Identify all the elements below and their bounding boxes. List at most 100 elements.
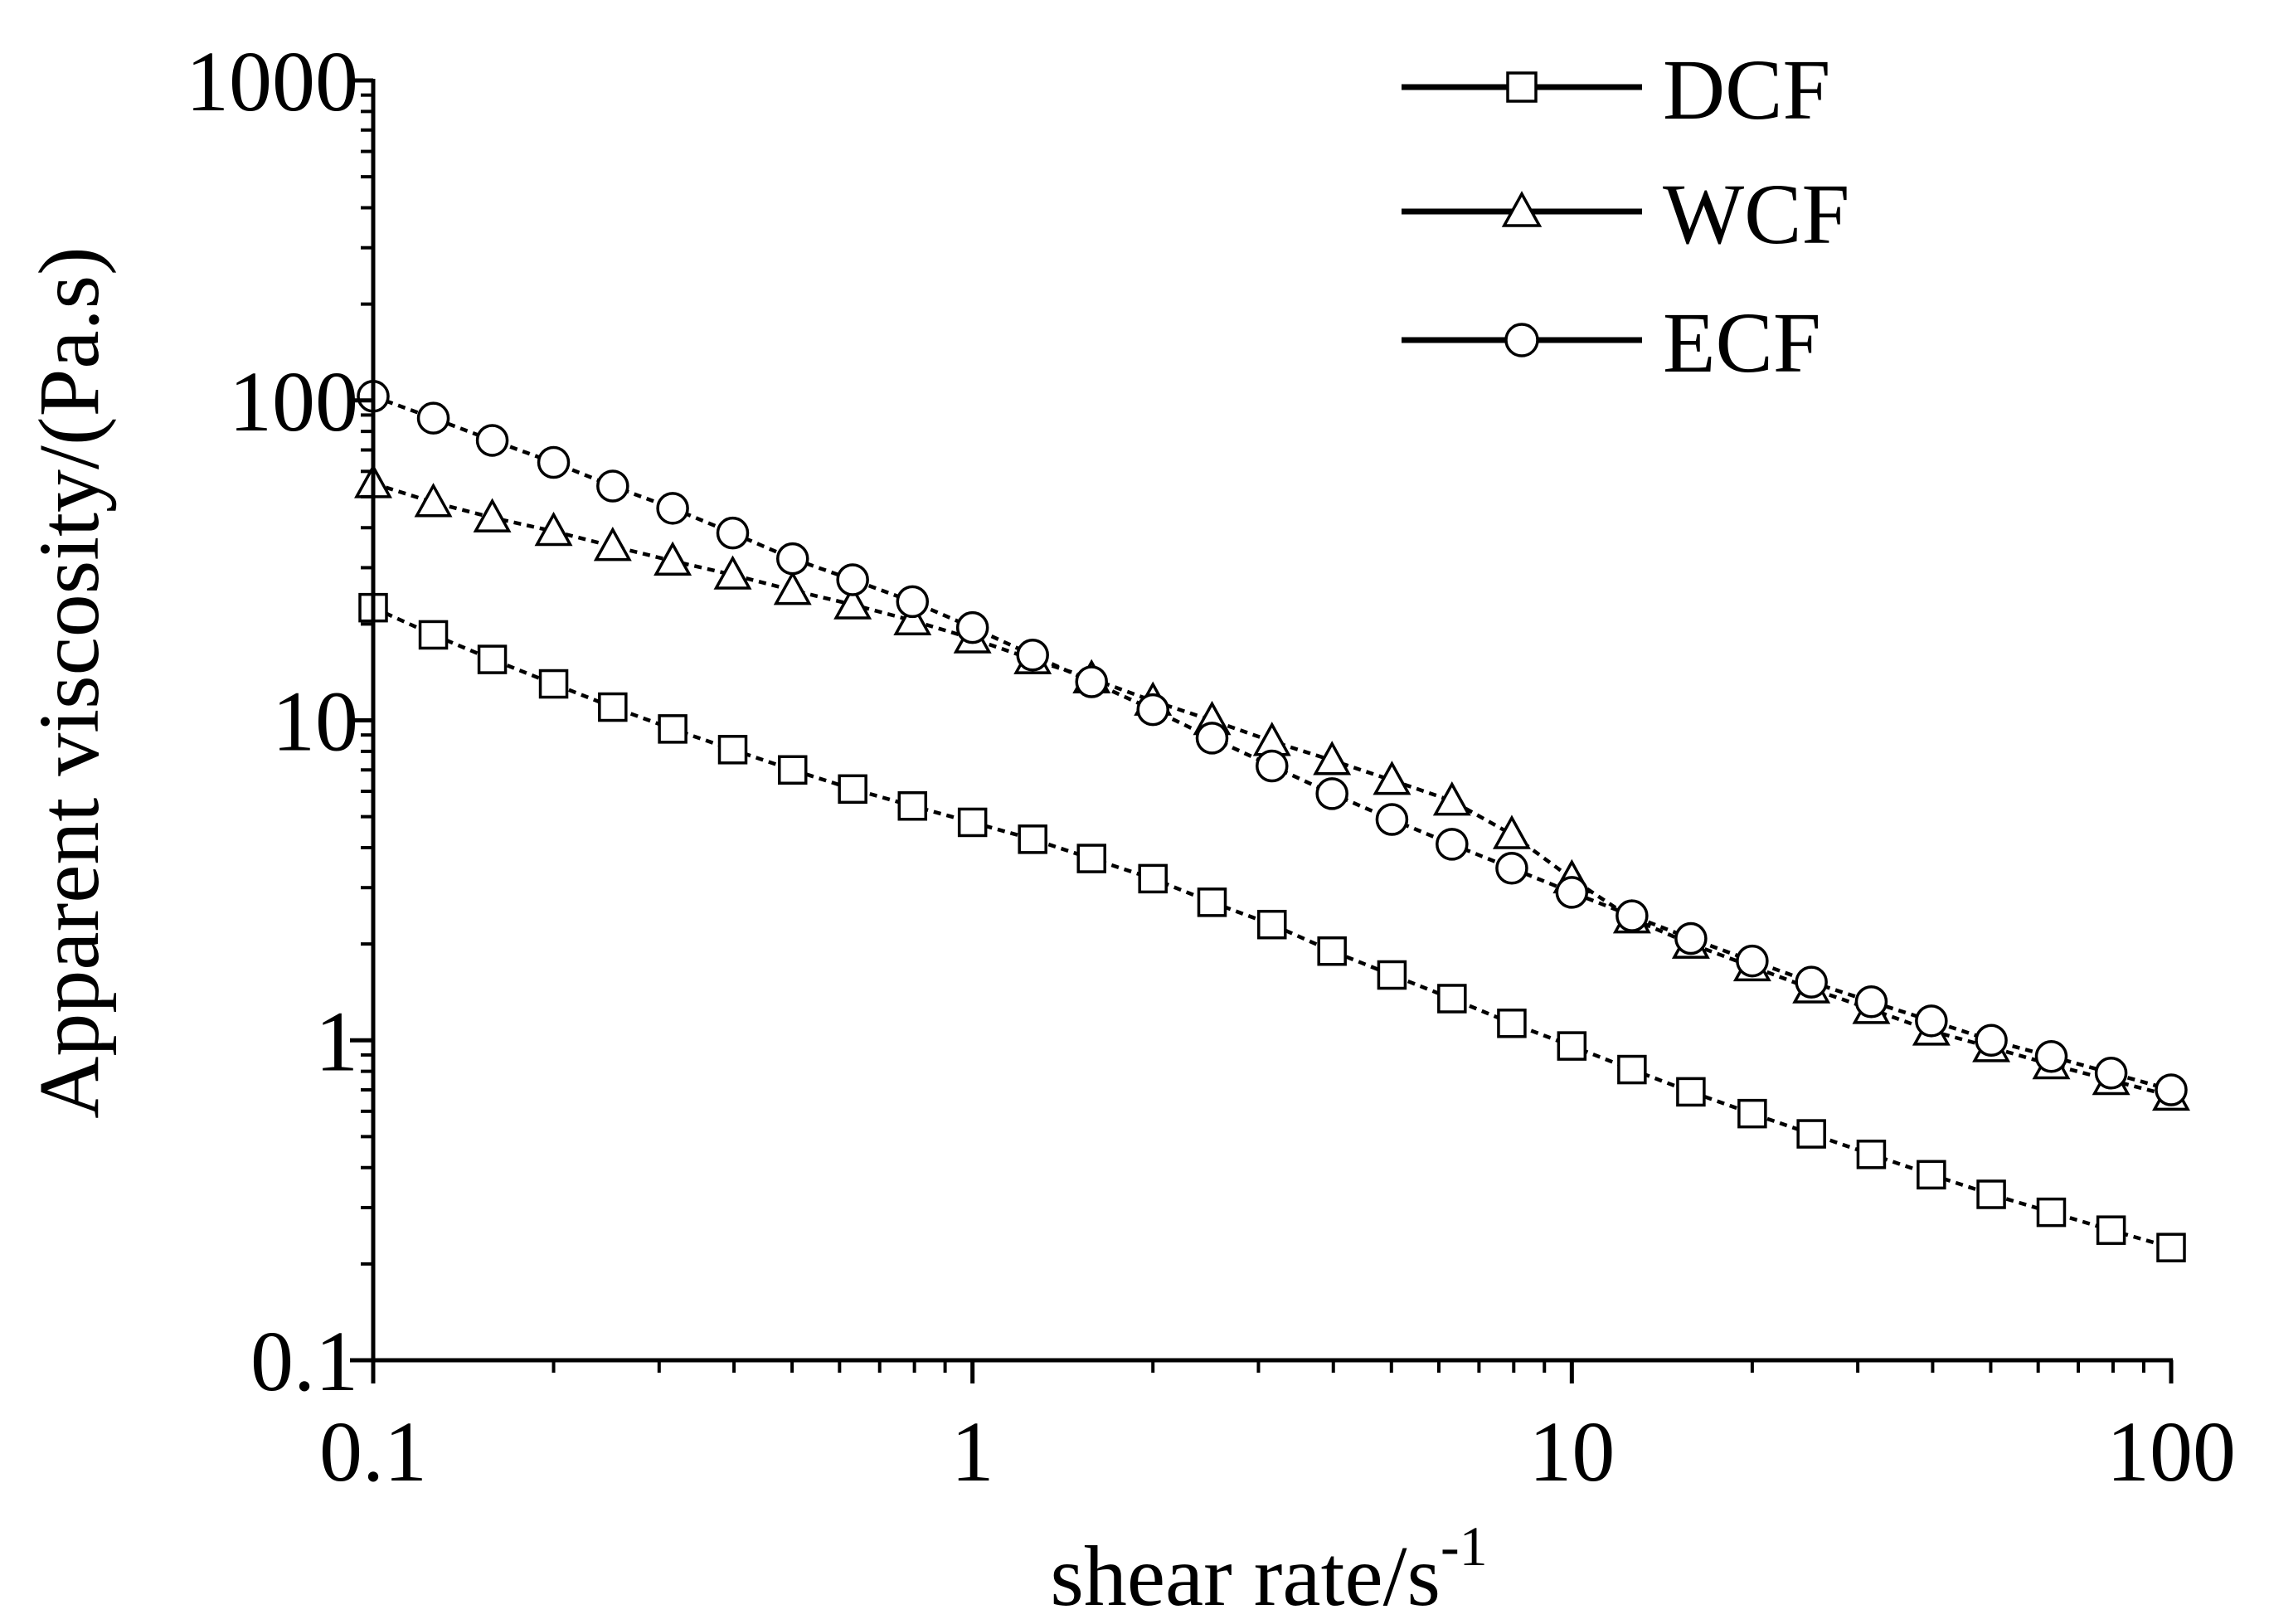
ecf-data-point: [1195, 722, 1229, 755]
series-layer: [354, 380, 2190, 1262]
dcf-data-point: [1497, 1009, 1527, 1038]
ecf-data-point: [1555, 876, 1589, 909]
legend-item-ecf: ECF: [1402, 295, 1821, 391]
wcf-data-point: [893, 600, 932, 635]
legend-label-ecf: ECF: [1663, 295, 1821, 391]
dcf-data-point: [2156, 1233, 2186, 1262]
dcf-data-point: [1676, 1077, 1706, 1107]
x-axis-title: shear rate/s-1: [1050, 1515, 1487, 1624]
ecf-data-point: [1616, 899, 1649, 932]
dcf-data-point: [1796, 1119, 1826, 1149]
legend-marker-wcf: [1501, 191, 1543, 227]
dcf-data-point: [1138, 863, 1168, 894]
wcf-data-point: [653, 541, 692, 576]
wcf-data-point: [414, 483, 453, 518]
dcf-data-point: [418, 620, 449, 650]
wcf-data-point: [1373, 761, 1411, 795]
dcf-data-point: [1617, 1054, 1647, 1085]
dcf-data-point: [477, 644, 508, 674]
dcf-data-point: [717, 735, 748, 765]
x-tick-label: 100: [2106, 1404, 2236, 1500]
ecf-data-point: [1795, 965, 1828, 999]
legend: DCF WCF ECF: [1402, 42, 1849, 391]
x-tick-label: 10: [1528, 1404, 1615, 1500]
dcf-data-point: [2096, 1215, 2126, 1245]
x-tick-label: 1: [951, 1404, 994, 1500]
series-line-wcf: [372, 481, 2172, 1098]
ecf-data-point: [1375, 803, 1409, 836]
ecf-data-point: [475, 424, 509, 457]
ecf-data-point: [2094, 1056, 2128, 1090]
dcf-data-point: [1557, 1031, 1587, 1061]
wcf-data-point: [833, 585, 872, 620]
ecf-data-point: [537, 445, 571, 479]
series-dcf: [358, 592, 2186, 1262]
ecf-data-point: [1736, 944, 1769, 978]
legend-marker-dcf: [1506, 71, 1538, 103]
legend-item-wcf: WCF: [1402, 167, 1849, 262]
ecf-data-point: [955, 610, 989, 644]
ecf-data-point: [836, 563, 869, 596]
legend-label-dcf: DCF: [1663, 42, 1830, 138]
wcf-data-point: [773, 571, 812, 605]
dcf-data-point: [658, 714, 688, 744]
ecf-data-point: [656, 492, 689, 525]
wcf-data-point: [593, 527, 632, 562]
ecf-data-point: [1315, 777, 1348, 810]
series-ecf: [357, 380, 2188, 1106]
dcf-data-point: [957, 807, 988, 838]
ecf-data-point: [1075, 665, 1108, 698]
wcf-data-point: [1432, 781, 1471, 816]
y-tick-label: 1: [315, 994, 358, 1089]
legend-item-dcf: DCF: [1402, 42, 1830, 138]
y-tick-label: 0.1: [250, 1314, 358, 1409]
dcf-data-point: [777, 755, 808, 785]
ecf-data-point: [1256, 749, 1289, 783]
dcf-data-point: [1917, 1160, 1946, 1190]
dcf-data-point: [1076, 844, 1106, 873]
axes-layer: 0.1 1 10 100 0.1 1 10 100 1000: [186, 34, 2236, 1500]
ecf-data-point: [1915, 1004, 1948, 1038]
dcf-data-point: [1257, 909, 1287, 940]
dcf-data-point: [1317, 936, 1347, 966]
ecf-data-point: [1674, 921, 1708, 955]
legend-label-wcf: WCF: [1663, 167, 1849, 262]
x-tick-label: 0.1: [319, 1404, 427, 1500]
dcf-data-point: [1976, 1179, 2006, 1209]
dcf-data-point: [1437, 984, 1467, 1014]
wcf-data-point: [713, 555, 752, 590]
y-axis-title: Apparent viscosity/(Pa.s): [22, 246, 117, 1118]
ecf-data-point: [775, 542, 809, 576]
dcf-data-point: [1377, 960, 1407, 990]
ecf-data-point: [1495, 852, 1528, 885]
ecf-data-point: [1854, 985, 1888, 1019]
wcf-data-point: [1492, 814, 1531, 849]
dcf-data-point: [598, 692, 628, 722]
y-tick-label: 1000: [186, 34, 358, 129]
y-tick-label: 10: [272, 674, 358, 770]
ecf-data-point: [716, 516, 750, 550]
ecf-data-point: [1975, 1024, 2008, 1057]
dcf-data-point: [1737, 1098, 1767, 1129]
ecf-data-point: [416, 401, 450, 435]
dcf-data-point: [538, 669, 569, 699]
legend-marker-ecf: [1504, 323, 1539, 357]
y-tick-label: 100: [229, 354, 358, 450]
ecf-data-point: [1436, 828, 1469, 861]
wcf-data-point: [534, 511, 573, 547]
ecf-data-point: [896, 585, 930, 619]
series-wcf: [354, 464, 2190, 1111]
ecf-data-point: [1016, 639, 1049, 672]
ecf-data-point: [2034, 1040, 2068, 1073]
dcf-data-point: [1197, 887, 1227, 917]
wcf-data-point: [473, 498, 512, 532]
dcf-data-point: [838, 774, 867, 805]
dcf-data-point: [897, 790, 928, 821]
dcf-data-point: [1018, 824, 1047, 854]
ecf-data-point: [2155, 1073, 2188, 1106]
wcf-data-point: [1313, 741, 1352, 776]
ecf-data-point: [596, 469, 629, 503]
ecf-data-point: [1136, 693, 1169, 727]
dcf-data-point: [1856, 1140, 1887, 1169]
